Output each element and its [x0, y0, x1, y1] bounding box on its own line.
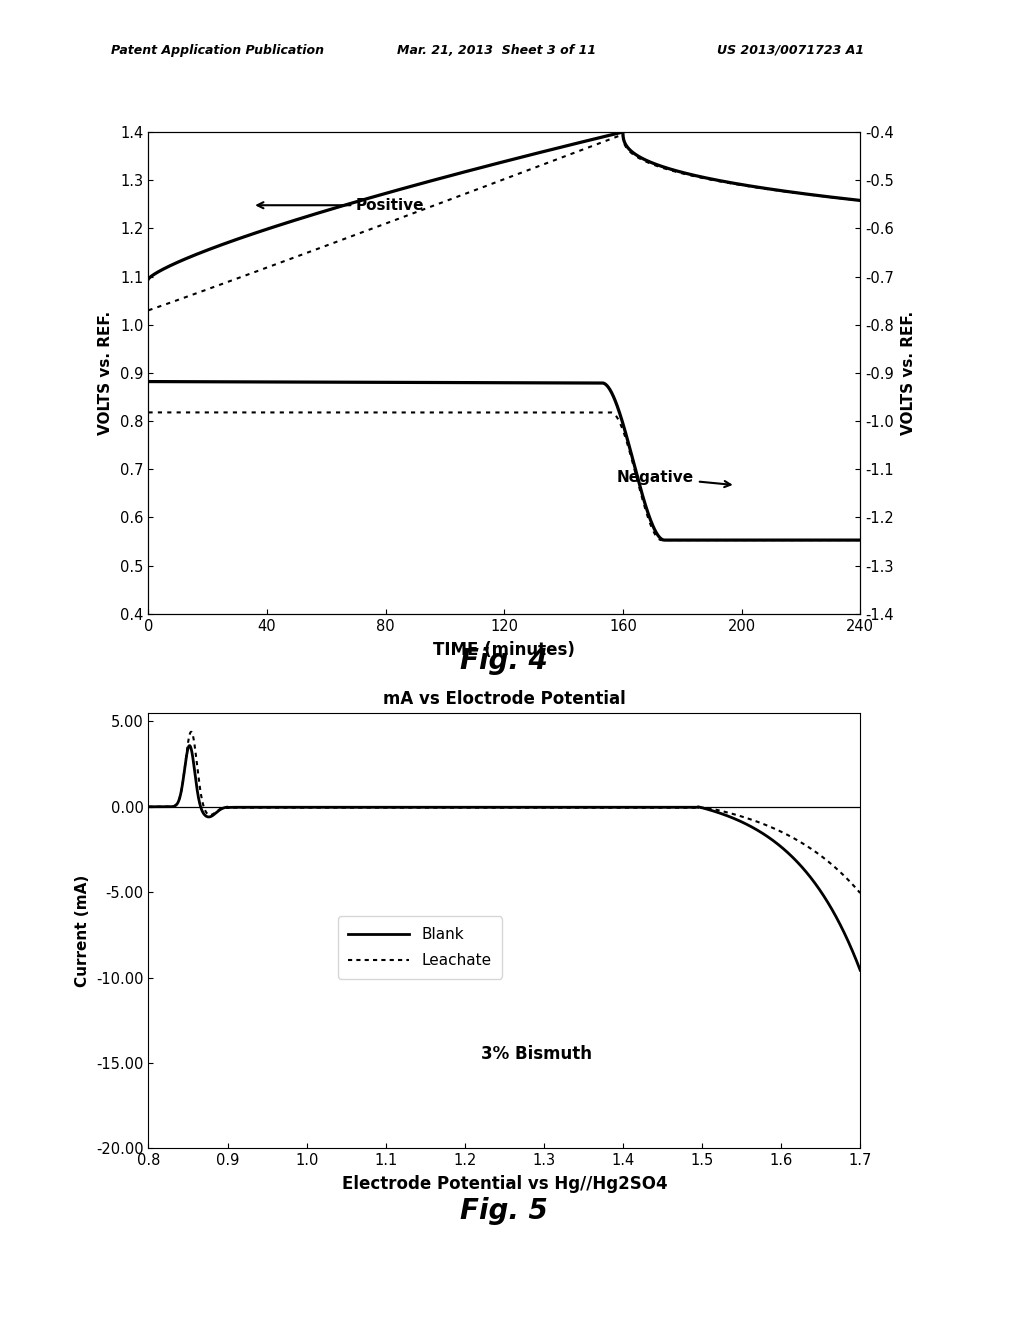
- Text: Fig. 4: Fig. 4: [460, 647, 548, 675]
- X-axis label: Electrode Potential vs Hg//Hg2SO4: Electrode Potential vs Hg//Hg2SO4: [342, 1175, 667, 1193]
- Leachate: [563, 800, 575, 816]
- Line: Blank: Blank: [148, 746, 860, 970]
- Leachate: [178, 764, 190, 780]
- Blank: [595, 800, 607, 816]
- Leachate: [708, 801, 720, 817]
- Leachate: [185, 723, 198, 739]
- Leachate: [854, 886, 866, 902]
- Y-axis label: VOLTS vs. REF.: VOLTS vs. REF.: [98, 310, 114, 436]
- Blank: [670, 800, 682, 816]
- Blank: [178, 764, 190, 780]
- Text: 3% Bismuth: 3% Bismuth: [480, 1045, 592, 1064]
- Legend: Blank, Leachate: Blank, Leachate: [338, 916, 503, 978]
- Blank: [563, 800, 575, 816]
- Text: Mar. 21, 2013  Sheet 3 of 11: Mar. 21, 2013 Sheet 3 of 11: [397, 44, 596, 57]
- Y-axis label: Current (mA): Current (mA): [76, 874, 90, 987]
- X-axis label: TIME (minutes): TIME (minutes): [433, 640, 575, 659]
- Text: Positive: Positive: [257, 198, 425, 213]
- Text: Fig. 5: Fig. 5: [460, 1197, 548, 1225]
- Leachate: [400, 800, 413, 816]
- Blank: [708, 804, 720, 820]
- Y-axis label: VOLTS vs. REF.: VOLTS vs. REF.: [901, 310, 915, 436]
- Leachate: [670, 800, 682, 816]
- Title: mA vs Eloctrode Potential: mA vs Eloctrode Potential: [383, 690, 626, 709]
- Blank: [142, 799, 155, 814]
- Text: Patent Application Publication: Patent Application Publication: [111, 44, 324, 57]
- Text: Negative: Negative: [617, 470, 730, 487]
- Line: Leachate: Leachate: [148, 731, 860, 894]
- Blank: [854, 962, 866, 978]
- Leachate: [595, 800, 607, 816]
- Leachate: [142, 799, 155, 814]
- Text: US 2013/0071723 A1: US 2013/0071723 A1: [717, 44, 864, 57]
- Blank: [183, 738, 196, 754]
- Blank: [400, 800, 413, 816]
